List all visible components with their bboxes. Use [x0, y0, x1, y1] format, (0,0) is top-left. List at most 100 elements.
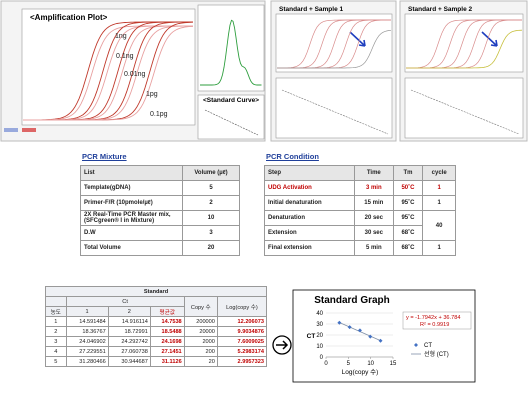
table-title: PCR Mixture [82, 152, 127, 161]
graph-title: Standard Graph [314, 295, 390, 306]
row: Extension 30 sec 68˚C [263, 225, 456, 241]
curve-label: 1pg [146, 91, 158, 98]
sample-title: Standard + Sample 1 [279, 6, 344, 13]
header-cell: 농도 [45, 306, 67, 317]
cell: 1 [422, 180, 456, 196]
cell: Primer-F/R (10pmole/µℓ) [80, 195, 183, 211]
cell: 3 [182, 225, 240, 241]
y-tick-label: 10 [316, 344, 323, 350]
cell: 68˚C [392, 225, 424, 241]
cell: 2000 [183, 336, 218, 347]
header-cell: Volume (µℓ) [182, 165, 240, 181]
table-title: PCR Condition [266, 152, 319, 161]
cell: 24.046902 [65, 336, 109, 347]
legend-marker [414, 343, 418, 347]
cell: 20 sec [354, 210, 394, 226]
cell: 3 [45, 336, 67, 347]
amplification-curve [277, 29, 392, 69]
standard-curve-label: <Standard Curve> [203, 97, 259, 104]
cell: UDG Activation [263, 180, 356, 196]
header-cell: Step [263, 165, 356, 181]
cell: 27.1451 [149, 346, 185, 357]
cell: 30.944687 [107, 356, 151, 367]
header-cell: 2 [107, 306, 151, 317]
curve-label: 0.01ng [124, 71, 146, 78]
cell: 2X Real-Time PCR Master mix, (SFCgreen® … [80, 210, 183, 226]
point [368, 334, 373, 339]
standard-table: Standard Ct Copy 수 Log(copy 수) 농도 1 2 평균값 1 14.59… [45, 286, 268, 367]
cell: 18.36767 [65, 326, 109, 337]
melt-plot-area [197, 4, 265, 92]
legend-chip [22, 128, 36, 132]
cell: 2.9957323 [216, 356, 268, 367]
row: UDG Activation 3 min 50˚C 1 [263, 180, 456, 196]
cell: 18.5488 [149, 326, 185, 337]
sample2-plot [404, 13, 524, 73]
cell: 5 [45, 356, 67, 367]
row: Total Volume 20 [80, 240, 240, 256]
x-tick-label: 0 [324, 361, 328, 367]
cell: 20 [183, 356, 218, 367]
amplification-title: <Amplification Plot> [30, 13, 108, 22]
cell: 3 min [354, 180, 394, 196]
equation: y = -1.7942x + 36.784 [406, 315, 460, 321]
point [337, 320, 342, 325]
header-cell: List [80, 165, 183, 181]
amplification-curve [406, 29, 523, 69]
point [357, 328, 362, 333]
arrow [481, 31, 498, 47]
row: 2 18.36767 18.72991 18.5488 20000 9.9034876 [45, 326, 268, 337]
cell: 27.060738 [107, 346, 151, 357]
cell: 95˚C [392, 195, 424, 211]
curve-label: 0.1ng [116, 53, 134, 60]
row: 1 14.591484 14.916114 14.7538 200000 12.20607… [45, 316, 268, 327]
row: Template(gDNA) 5 [80, 180, 240, 196]
cell: 1 [45, 316, 67, 327]
sample1-standard [275, 77, 393, 139]
legend-label: CT [424, 343, 432, 349]
cell: 14.591484 [65, 316, 109, 327]
header-row: Step Time Tm cycle [263, 165, 456, 181]
cell: 31.1126 [149, 356, 185, 367]
standard-line [281, 89, 389, 135]
row: Initial denaturation 15 min 95˚C 1 [263, 195, 456, 211]
standard-line [410, 89, 520, 135]
cell: 30 sec [354, 225, 394, 241]
table-title: Standard [45, 286, 267, 297]
x-tick-label: 5 [347, 361, 351, 367]
y-axis-label: CT [307, 333, 316, 340]
sample2-standard [404, 77, 524, 139]
legend-chip [4, 128, 18, 132]
cell: 18.72991 [107, 326, 151, 337]
cell: 9.9034876 [216, 326, 268, 337]
melt-curve [200, 19, 262, 86]
cell: Total Volume [80, 240, 183, 256]
cell: 14.916114 [107, 316, 151, 327]
row: 4 27.229551 27.060738 27.1451 200 5.2983174 [45, 346, 268, 357]
cell: 2 [45, 326, 67, 337]
x-tick-label: 15 [390, 361, 397, 367]
sample-title: Standard + Sample 2 [408, 6, 473, 13]
cell: 20000 [183, 326, 218, 337]
cell: 10 [182, 210, 240, 226]
cell: Initial denaturation [263, 195, 356, 211]
equation-box [402, 311, 472, 330]
amplification-curve [23, 25, 194, 121]
cell: Final extension [263, 240, 356, 256]
header-cell: cycle [422, 165, 456, 181]
cell: 50˚C [392, 180, 424, 196]
cell: 24.292742 [107, 336, 151, 347]
cell: 4 [45, 346, 67, 357]
y-tick-label: 30 [316, 322, 323, 328]
group-row: Ct Copy 수 Log(copy 수) [45, 296, 268, 317]
point [378, 338, 383, 343]
y-tick-label: 20 [316, 333, 323, 339]
row: 2X Real-Time PCR Master mix, (SFCgreen® … [80, 210, 240, 226]
cell: 14.7538 [149, 316, 185, 327]
arrow-icon [276, 340, 289, 350]
cell: 20 [182, 240, 240, 256]
cell: 5 [182, 180, 240, 196]
cell: 200 [183, 346, 218, 357]
cell: 68˚C [392, 240, 424, 256]
